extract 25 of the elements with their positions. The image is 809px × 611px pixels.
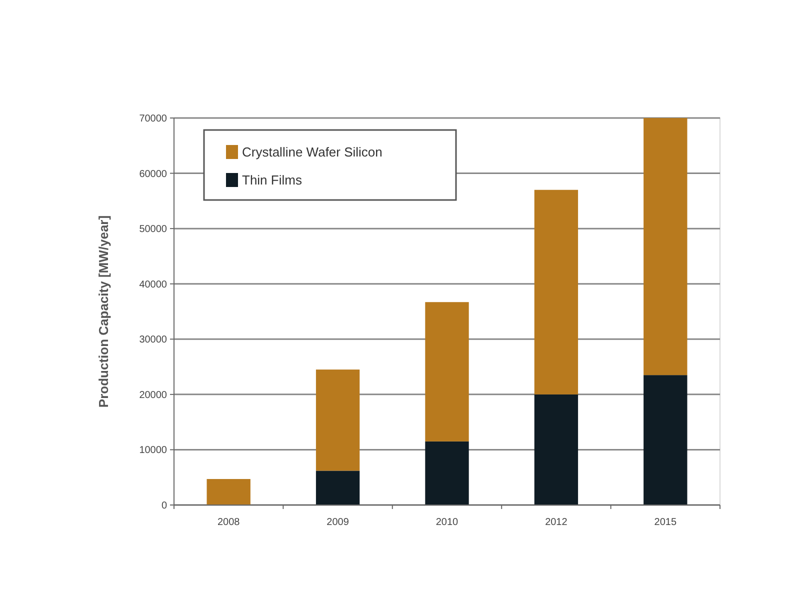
y-tick-label: 40000 — [139, 279, 168, 290]
bar — [644, 375, 688, 505]
x-tick-label: 2008 — [217, 517, 240, 528]
x-tick-label: 2009 — [326, 517, 350, 528]
y-tick-label: 20000 — [139, 390, 168, 401]
y-tick-label: 0 — [161, 500, 168, 512]
bar — [206, 479, 250, 505]
x-tick-label: 2012 — [545, 517, 568, 528]
bar — [534, 394, 578, 505]
y-tick-label: 70000 — [139, 114, 168, 124]
y-tick-label: 30000 — [139, 334, 168, 346]
y-tick-label: 10000 — [139, 445, 168, 456]
bar — [425, 302, 469, 442]
bar — [644, 118, 688, 376]
bar — [316, 470, 360, 505]
bar — [316, 370, 360, 471]
y-axis-title: Production Capacity [MW/year] — [96, 215, 111, 408]
x-tick-label: 2010 — [436, 517, 459, 528]
legend-label: Thin Films — [242, 172, 302, 188]
x-tick-label: 2015 — [654, 517, 677, 528]
y-tick-label: 50000 — [139, 224, 168, 236]
bar — [534, 190, 578, 394]
bar — [425, 441, 469, 505]
y-tick-label: 60000 — [139, 168, 168, 180]
legend-label: Crystalline Wafer Silicon — [242, 144, 382, 160]
